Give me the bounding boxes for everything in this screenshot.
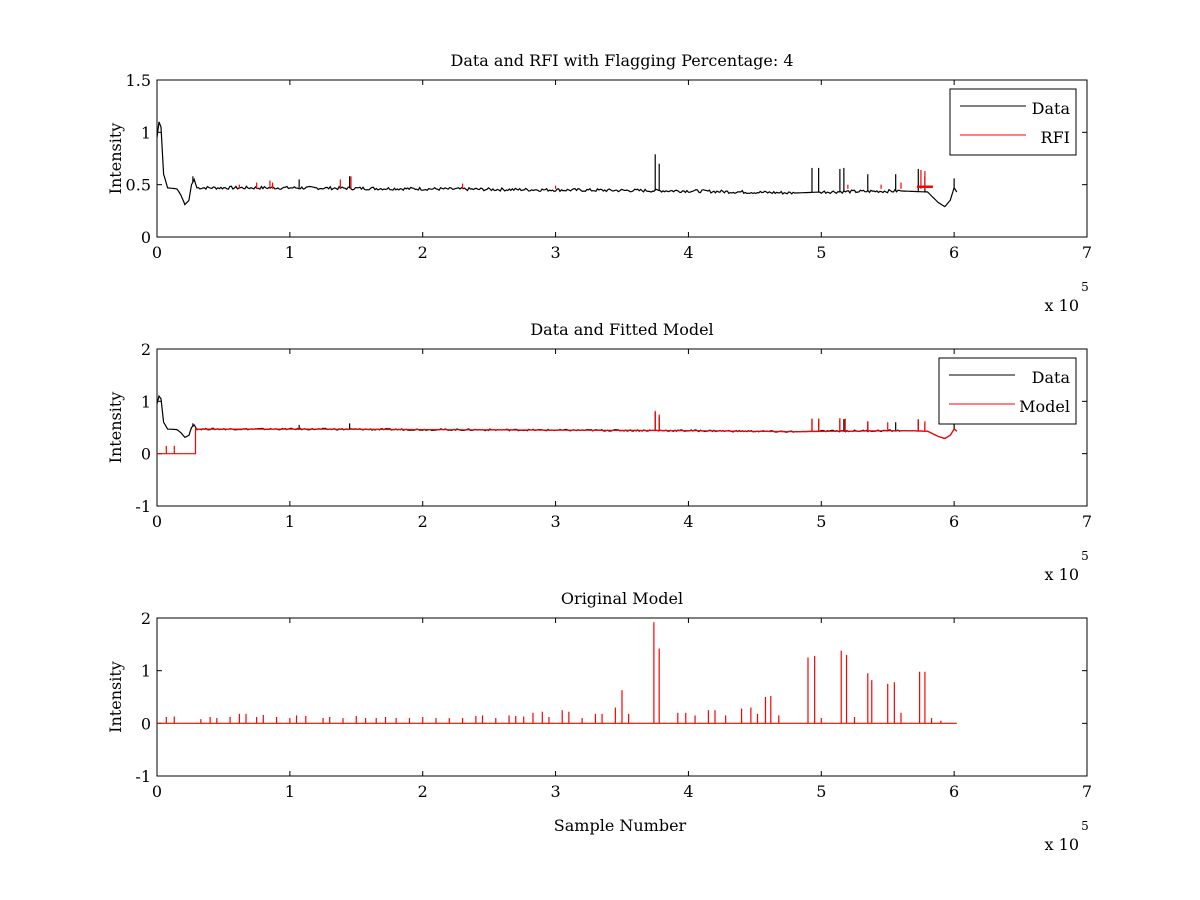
x-tick-label: 4 <box>683 512 693 531</box>
x-tick-label: 3 <box>550 512 560 531</box>
x-tick-label: 5 <box>816 512 826 531</box>
series-data <box>157 121 958 208</box>
x-tick-label: 1 <box>285 782 295 801</box>
x-multiplier-exponent: 5 <box>1081 280 1089 294</box>
y-tick-label: -1 <box>135 497 151 516</box>
x-multiplier-base: x 10 <box>1045 835 1079 854</box>
x-tick-label: 6 <box>949 512 959 531</box>
y-tick-label: 1.5 <box>126 71 151 90</box>
x-tick-label: 1 <box>285 512 295 531</box>
y-tick-label: 2 <box>141 340 151 359</box>
y-tick-label: 0 <box>141 714 151 733</box>
x-tick-label: 7 <box>1082 243 1092 262</box>
y-tick-label: 1 <box>141 392 151 411</box>
x-multiplier-exponent: 5 <box>1081 549 1089 563</box>
y-axis-label: Intensity <box>106 661 125 733</box>
x-tick-label: 7 <box>1082 512 1092 531</box>
series-line <box>157 121 958 208</box>
chart-title: Original Model <box>561 589 683 608</box>
x-tick-label: 6 <box>949 782 959 801</box>
legend: Data Model <box>938 357 1077 425</box>
x-tick-label: 2 <box>418 512 428 531</box>
subplots: Data and RFI with Flagging Percentage: 4… <box>106 51 1092 854</box>
legend-label: Data <box>1032 368 1071 387</box>
chart-title: Data and Fitted Model <box>530 320 713 339</box>
y-tick-label: -1 <box>135 767 151 786</box>
legend-box <box>949 88 1077 156</box>
x-tick-label: 5 <box>816 782 826 801</box>
series-rfi <box>238 170 933 189</box>
subplot-1: Data and RFI with Flagging Percentage: 4… <box>106 51 1092 315</box>
x-tick-label: 1 <box>285 243 295 262</box>
plot-area <box>157 394 958 455</box>
y-tick-label: 0 <box>141 228 151 247</box>
chart-title: Data and RFI with Flagging Percentage: 4 <box>450 51 793 70</box>
y-tick-label: 0.5 <box>126 176 151 195</box>
axes-box <box>156 617 1088 777</box>
x-tick-label: 0 <box>152 782 162 801</box>
legend-box <box>938 357 1077 425</box>
x-tick-label: 3 <box>550 782 560 801</box>
y-tick-label: 2 <box>141 609 151 628</box>
x-tick-label: 7 <box>1082 782 1092 801</box>
legend: Data RFI <box>949 88 1077 156</box>
legend-label: RFI <box>1041 128 1070 147</box>
legend-label: Model <box>1019 397 1070 416</box>
x-tick-label: 0 <box>152 512 162 531</box>
axes-box <box>156 79 1088 238</box>
x-tick-label: 2 <box>418 243 428 262</box>
x-multiplier-exponent: 5 <box>1081 819 1089 833</box>
axes-box <box>156 348 1088 507</box>
x-tick-label: 3 <box>550 243 560 262</box>
x-tick-label: 5 <box>816 243 826 262</box>
y-tick-label: 1 <box>141 662 151 681</box>
y-axis-label: Intensity <box>106 123 125 195</box>
x-tick-label: 6 <box>949 243 959 262</box>
legend-label: Data <box>1032 99 1071 118</box>
y-axis-label: Intensity <box>106 392 125 464</box>
x-multiplier-base: x 10 <box>1045 565 1079 584</box>
x-tick-label: 0 <box>152 243 162 262</box>
x-tick-label: 2 <box>418 782 428 801</box>
x-multiplier-base: x 10 <box>1045 296 1079 315</box>
x-axis-label: Sample Number <box>554 816 687 835</box>
plot-area <box>157 121 958 208</box>
series-line <box>157 428 958 455</box>
series-model <box>157 622 957 724</box>
y-tick-label: 0 <box>141 445 151 464</box>
plot-area <box>157 622 957 724</box>
y-tick-label: 1 <box>141 123 151 142</box>
x-tick-label: 4 <box>683 782 693 801</box>
series-model <box>157 410 958 455</box>
x-tick-label: 4 <box>683 243 693 262</box>
